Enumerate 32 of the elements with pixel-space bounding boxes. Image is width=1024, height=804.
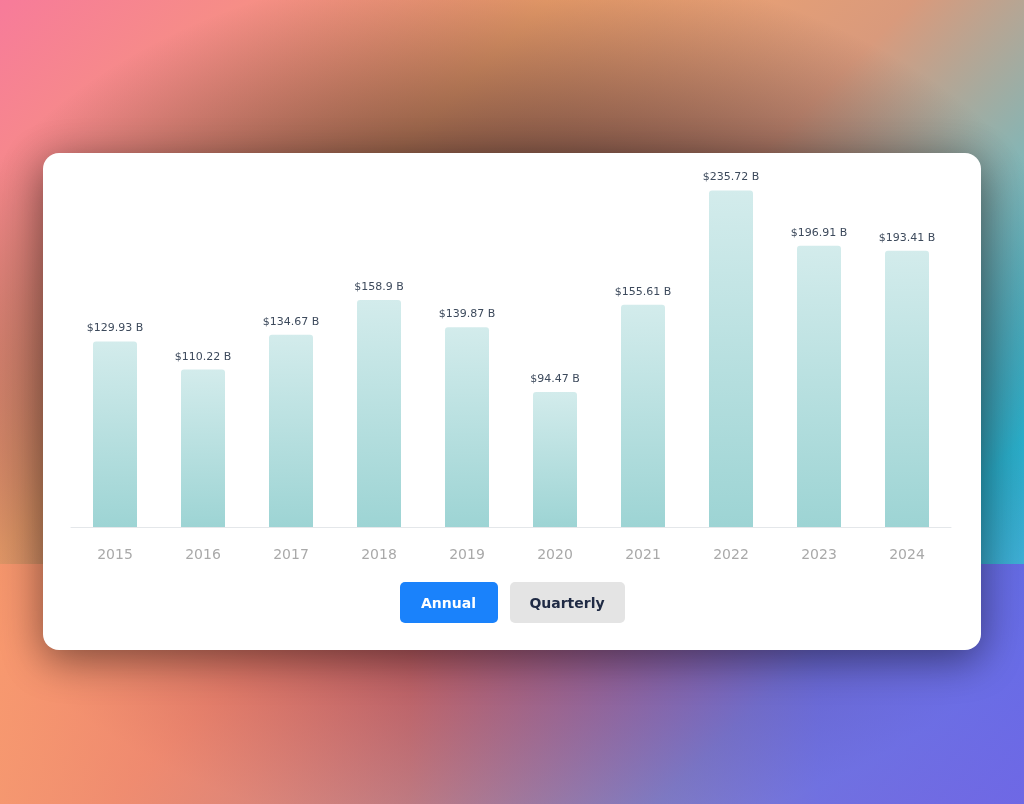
x-tick-label: 2023	[801, 546, 837, 562]
toggle-button[interactable]: Quarterly	[509, 582, 625, 623]
data-label: $129.93 B	[86, 321, 144, 335]
x-tick-label: 2019	[449, 546, 485, 562]
data-label: $139.87 B	[438, 307, 496, 321]
bar	[181, 369, 225, 527]
x-tick-label: 2024	[889, 546, 925, 562]
data-label: $155.61 B	[614, 284, 672, 298]
x-tick-label: 2022	[713, 546, 749, 562]
bar	[93, 341, 137, 527]
bar	[533, 392, 577, 527]
data-label: $235.72 B	[702, 170, 760, 184]
x-tick-label: 2021	[625, 546, 661, 562]
toggle-button[interactable]: Annual	[399, 582, 498, 623]
data-label: $193.41 B	[878, 230, 936, 244]
data-label: $110.22 B	[174, 349, 232, 363]
data-label: $134.67 B	[262, 314, 320, 328]
bar	[357, 300, 401, 527]
bar	[445, 327, 489, 527]
bar	[709, 190, 753, 527]
data-label: $158.9 B	[354, 280, 404, 294]
x-tick-label: 2018	[361, 546, 397, 562]
data-label: $94.47 B	[530, 372, 580, 386]
bar	[621, 304, 665, 527]
x-tick-label: 2016	[185, 546, 221, 562]
bar	[797, 245, 841, 527]
x-tick-label: 2015	[97, 546, 133, 562]
bar	[269, 334, 313, 527]
x-tick-label: 2020	[537, 546, 573, 562]
bar	[885, 250, 929, 527]
x-tick-label: 2017	[273, 546, 309, 562]
data-label: $196.91 B	[790, 225, 848, 239]
